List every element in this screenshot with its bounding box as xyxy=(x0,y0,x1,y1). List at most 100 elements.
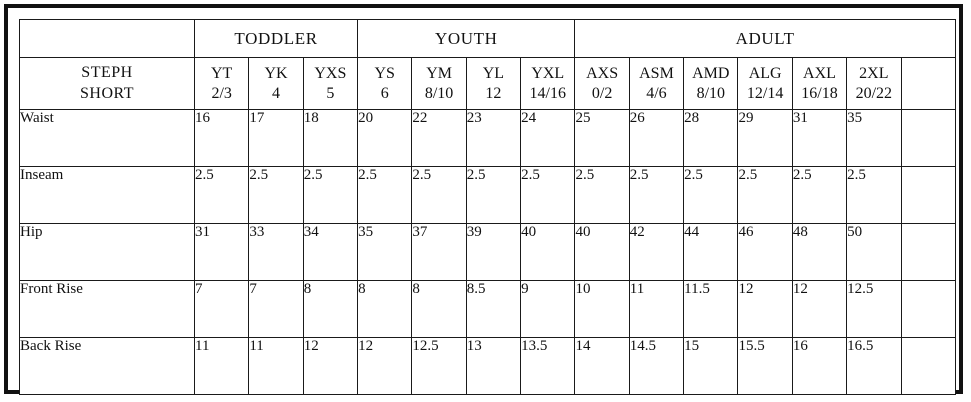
data-cell: 2.5 xyxy=(683,166,739,224)
data-cell: 37 xyxy=(411,223,467,281)
row-label-hip: Hip xyxy=(19,223,195,281)
data-cell: 12 xyxy=(737,280,793,338)
size-number: 2/3 xyxy=(211,84,232,102)
data-cell: 14.5 xyxy=(628,337,685,395)
data-cell: 2.5 xyxy=(737,166,793,224)
data-cell: 12 xyxy=(302,337,359,395)
data-cell-empty xyxy=(900,166,956,224)
size-code: YXL xyxy=(531,64,565,82)
data-cell: 48 xyxy=(791,223,848,281)
size-header-yxl: YXL 14/16 xyxy=(520,57,576,110)
data-cell: 50 xyxy=(846,223,902,281)
data-cell: 15.5 xyxy=(737,337,793,395)
data-cell: 40 xyxy=(520,223,576,281)
size-number: 12 xyxy=(485,84,502,102)
data-cell: 2.5 xyxy=(302,166,359,224)
data-cell-empty xyxy=(900,280,956,338)
table-row: Back Rise 11 11 12 12 12.5 13 13.5 14 14.5 15 15.5 1… xyxy=(19,337,956,395)
data-cell: 12 xyxy=(357,337,413,395)
size-code: ALG xyxy=(748,64,782,82)
data-cell: 35 xyxy=(357,223,413,281)
size-header-yl: YL 12 xyxy=(465,57,522,110)
data-cell: 11 xyxy=(628,280,685,338)
data-cell: 20 xyxy=(357,109,413,167)
size-header-amd: AMD 8/10 xyxy=(683,57,739,110)
table-head: TODDLER YOUTH ADULT STEPH SHORT YT 2/3 YK 4 YXS 5… xyxy=(19,19,956,110)
size-header-axl: AXL 16/18 xyxy=(791,57,848,110)
table-row: Inseam 2.5 2.5 2.5 2.5 2.5 2.5 2.5 2.5 2.5 2.5 2.5 2… xyxy=(19,166,956,224)
size-header-asm: ASM 4/6 xyxy=(628,57,685,110)
data-cell: 28 xyxy=(683,109,739,167)
size-number: 14/16 xyxy=(529,84,566,102)
size-number: 16/18 xyxy=(801,84,838,102)
data-cell: 31 xyxy=(193,223,250,281)
data-cell: 2.5 xyxy=(628,166,685,224)
data-cell: 2.5 xyxy=(411,166,467,224)
size-number: 12/14 xyxy=(746,84,784,102)
table-row: Waist 16 17 18 20 22 23 24 25 26 28 29 31 35 xyxy=(19,109,956,167)
band-corner-blank xyxy=(19,19,195,58)
row-label-waist: Waist xyxy=(19,109,195,167)
size-header-row: STEPH SHORT YT 2/3 YK 4 YXS 5 YS 6 YM 8/10 YL 12 YXL 14… xyxy=(19,57,956,110)
chart-inner-area: TODDLER YOUTH ADULT STEPH SHORT YT 2/3 YK 4 YXS 5… xyxy=(19,19,956,395)
size-code: AXL xyxy=(803,64,836,82)
size-header-alg: ALG 12/14 xyxy=(737,57,793,110)
data-cell: 25 xyxy=(574,109,630,167)
data-cell-empty xyxy=(900,337,956,395)
chart-title-line: STEPH xyxy=(81,63,133,81)
size-number: 5 xyxy=(326,84,335,102)
data-cell: 13.5 xyxy=(520,337,576,395)
size-header-2xl: 2XL 20/22 xyxy=(846,57,902,110)
data-cell: 2.5 xyxy=(465,166,522,224)
data-cell: 7 xyxy=(193,280,250,338)
data-cell: 16.5 xyxy=(846,337,902,395)
size-code: 2XL xyxy=(859,64,889,82)
data-cell-empty xyxy=(900,109,956,167)
data-cell: 14 xyxy=(574,337,630,395)
size-number: 8/10 xyxy=(696,84,726,102)
size-number: 4/6 xyxy=(646,84,667,102)
data-cell: 8 xyxy=(302,280,359,338)
data-cell: 26 xyxy=(628,109,685,167)
data-cell: 16 xyxy=(193,109,250,167)
size-header-axs: AXS 0/2 xyxy=(574,57,630,110)
size-number: 4 xyxy=(272,84,281,102)
size-header-empty xyxy=(900,57,956,110)
size-number: 20/22 xyxy=(855,84,893,102)
data-cell: 15 xyxy=(683,337,739,395)
size-code: YT xyxy=(211,64,233,82)
data-cell: 2.5 xyxy=(846,166,902,224)
size-header-ym: YM 8/10 xyxy=(411,57,467,110)
chart-title-cell: STEPH SHORT xyxy=(19,57,195,110)
data-cell: 2.5 xyxy=(791,166,848,224)
data-cell: 9 xyxy=(520,280,576,338)
row-label-inseam: Inseam xyxy=(19,166,195,224)
row-label-front-rise: Front Rise xyxy=(19,280,195,338)
size-code: YL xyxy=(482,64,505,82)
data-cell: 10 xyxy=(574,280,630,338)
size-code: ASM xyxy=(639,64,674,82)
size-chart-table: TODDLER YOUTH ADULT STEPH SHORT YT 2/3 YK 4 YXS 5… xyxy=(19,19,956,395)
data-cell: 7 xyxy=(248,280,304,338)
data-cell: 12.5 xyxy=(411,337,467,395)
data-cell: 23 xyxy=(465,109,522,167)
group-header-toddler: TODDLER xyxy=(193,19,359,58)
size-header-yt: YT 2/3 xyxy=(193,57,250,110)
size-code: YM xyxy=(426,64,452,82)
data-cell: 34 xyxy=(302,223,359,281)
data-cell: 44 xyxy=(683,223,739,281)
size-code: AXS xyxy=(586,64,619,82)
data-cell: 31 xyxy=(791,109,848,167)
data-cell: 8.5 xyxy=(465,280,522,338)
table-body: Waist 16 17 18 20 22 23 24 25 26 28 29 31 35 Inseam 2.5… xyxy=(19,109,956,395)
data-cell: 2.5 xyxy=(248,166,304,224)
group-header-youth: YOUTH xyxy=(357,19,576,58)
size-code: AMD xyxy=(692,64,730,82)
size-header-ys: YS 6 xyxy=(357,57,413,110)
chart-outer-frame: TODDLER YOUTH ADULT STEPH SHORT YT 2/3 YK 4 YXS 5… xyxy=(4,4,963,395)
data-cell: 11 xyxy=(248,337,304,395)
chart-title-line: SHORT xyxy=(80,84,134,102)
size-number: 0/2 xyxy=(591,84,613,102)
data-cell: 11 xyxy=(193,337,250,395)
data-cell: 24 xyxy=(520,109,576,167)
